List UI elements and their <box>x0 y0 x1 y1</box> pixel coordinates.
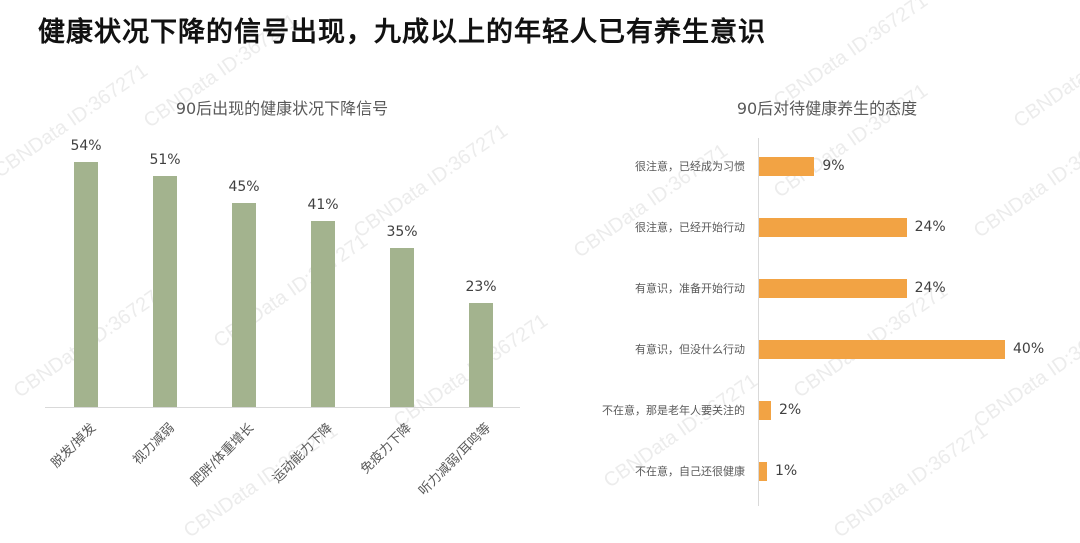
category-label: 很注意，已经开始行动 <box>635 221 745 234</box>
category-label: 运动能力下降 <box>269 420 336 487</box>
bar-value-label: 9% <box>822 158 845 174</box>
bar-value-label: 1% <box>775 463 798 479</box>
category-label: 免疫力下降 <box>358 420 415 478</box>
bar <box>759 157 815 176</box>
chart-title-left: 90后出现的健康状况下降信号 <box>175 99 389 118</box>
page-title: 健康状况下降的信号出现，九成以上的年轻人已有养生意识 <box>38 17 766 48</box>
bar <box>759 279 907 298</box>
watermark-text: CBNData ID:367271 <box>969 309 1080 433</box>
category-label: 有意识，准备开始行动 <box>635 282 745 295</box>
category-label: 不在意，自己还很健康 <box>635 465 745 478</box>
bar <box>311 220 335 407</box>
bar-value-label: 40% <box>1013 341 1045 357</box>
category-label: 有意识，但没什么行动 <box>635 343 745 356</box>
bar-value-label: 24% <box>914 280 946 296</box>
category-label: 很注意，已经成为习惯 <box>635 160 745 173</box>
category-label: 听力减弱/耳鸣等 <box>416 420 495 499</box>
category-label: 视力减弱 <box>130 420 178 468</box>
bar-value-label: 45% <box>228 178 260 195</box>
bar <box>759 401 771 420</box>
watermark-text: CBNData ID:367271 <box>1009 10 1080 133</box>
bar-value-label: 41% <box>307 196 339 213</box>
bar-value-label: 54% <box>70 138 102 154</box>
category-label: 脱发/掉发 <box>48 420 100 472</box>
bar <box>469 302 493 407</box>
bar <box>232 202 256 407</box>
category-label: 肥胖/体重增长 <box>188 420 258 490</box>
bar-value-label: 24% <box>914 219 946 235</box>
watermark-text: CBNData ID:367271 <box>969 119 1080 243</box>
bar <box>759 340 1005 359</box>
x-axis-line <box>45 407 520 408</box>
y-axis-line <box>758 138 759 506</box>
bar-value-label: 51% <box>149 151 181 168</box>
bar <box>759 462 767 481</box>
watermark-text: CBNData ID:367271 <box>349 119 512 243</box>
category-label: 不在意，那是老年人要关注的 <box>602 404 745 417</box>
chart-title-right: 90后对待健康养生的态度 <box>736 99 918 118</box>
watermark-text: CBNData ID:367271 <box>829 419 992 543</box>
bar-value-label: 2% <box>779 402 802 418</box>
bar <box>759 218 907 237</box>
bar <box>390 248 414 407</box>
bar-value-label: 35% <box>386 224 418 241</box>
bar <box>74 162 98 407</box>
bar <box>153 175 177 407</box>
bar-value-label: 23% <box>465 278 497 295</box>
